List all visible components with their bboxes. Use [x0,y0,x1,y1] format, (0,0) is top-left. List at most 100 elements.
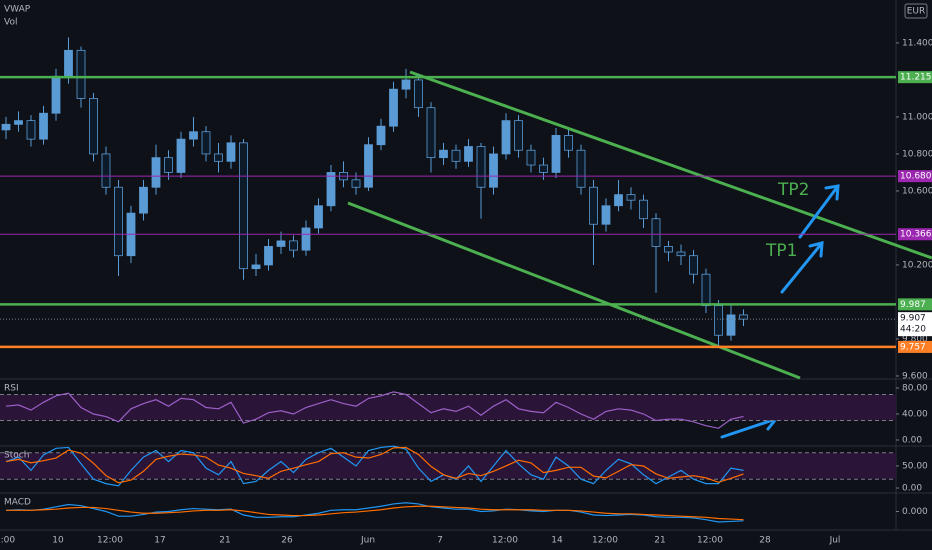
x-tick-label: 12:00 [697,536,723,546]
candle-body [601,205,611,225]
candle-body [251,264,261,270]
x-tick-label: 10 [52,536,64,546]
candle-body [539,164,548,173]
candle-body [514,120,523,151]
x-tick-label: 21 [219,536,230,546]
candle-body [26,120,36,140]
x-tick-label: Jul [829,536,841,546]
y-tick-label: 10.600 [902,186,932,196]
candle-body [264,246,273,266]
candle-body [564,135,573,151]
candle-body [326,172,336,207]
candle-body [551,135,561,173]
level-label: 10.680 [900,172,932,182]
candle-body [401,79,411,90]
currency-label[interactable]: EUR [907,7,926,17]
candle-body [576,149,586,188]
x-tick-label: 7 [437,536,443,546]
candle-body [676,251,686,257]
candle-body [14,120,23,125]
candle-body [101,153,111,188]
candle-body [114,186,123,257]
annotation: TP1 [765,241,797,261]
candle-body [739,314,748,320]
candle-body [614,194,623,207]
pane-title: MACD [4,498,31,508]
candle-body [689,255,698,275]
arrow [798,184,840,239]
candle-body [389,88,398,127]
candle-body [289,240,298,251]
countdown: 44:20 [900,325,926,335]
indicator-line [5,446,744,484]
level-label-box [898,298,932,311]
candle-body [664,246,673,253]
current-price-box [898,312,932,337]
y-tick-label: 0.00 [902,484,922,494]
candle-body [501,120,511,155]
annotation: TP2 [777,180,809,200]
candle-body [639,199,648,220]
candle-body [651,218,661,247]
x-tick-label: 17 [154,536,165,546]
candle-body [176,138,186,173]
indicator-label: VWAP [4,5,31,15]
candle-body [139,186,148,214]
y-tick-label: 9.800 [902,334,928,344]
currency-box[interactable] [904,3,928,19]
level-label-box [898,71,932,84]
candle-body [51,75,61,114]
x-tick-label: Jun [360,536,375,546]
y-tick-label: 11.000 [902,112,932,122]
x-tick-label: 26 [281,536,293,546]
current-price-label: 9.907 [900,314,926,324]
indicator-label: Vol [4,18,17,28]
x-tick-label: 2:00 [0,536,15,546]
candle-body [439,149,448,159]
y-tick-label: 50.00 [902,461,928,471]
y-tick-label: 0.000 [902,507,928,517]
candle-body [64,49,73,77]
candle-body [351,179,361,188]
candle-body [626,194,636,201]
level-label: 9.987 [900,300,926,310]
band-fill [0,394,896,421]
candle-body [364,144,373,188]
indicator-line [5,391,744,429]
x-tick-label: 12:00 [97,536,123,546]
candle-body [226,142,236,162]
candle-body [76,49,86,99]
level-label-box [898,340,932,353]
y-tick-label: 10.200 [902,260,932,270]
trend-line [347,201,801,380]
level-label-box [898,170,932,183]
candle-body [726,314,736,336]
x-tick-label: 12:00 [492,536,518,546]
y-tick-label: 10.800 [902,149,932,159]
candle-body [426,107,436,159]
y-tick-label: 40.00 [902,409,928,419]
level-label: 10.366 [900,230,932,240]
arrow [780,241,824,294]
candle-body [714,305,723,336]
candle-body [201,131,211,155]
candle-body [526,149,536,166]
candle-body [376,125,386,146]
candle-body [489,153,498,188]
y-tick-label: 80.00 [902,383,928,393]
candle-body [301,227,311,251]
candle-body [239,142,248,270]
y-tick-label: 0.00 [902,435,922,445]
indicator-line [5,502,744,523]
candle-body [314,205,323,229]
candle-body [589,186,598,225]
candle-body [189,131,198,140]
candle-body [151,157,161,188]
pane-title: RSI [4,384,19,394]
candle-body [1,123,11,131]
x-tick-label: 21 [654,536,665,546]
level-label: 9.757 [900,342,926,352]
y-tick-label: 9.600 [902,371,928,381]
x-tick-label: 12:00 [592,536,618,546]
candle-body [89,98,98,155]
